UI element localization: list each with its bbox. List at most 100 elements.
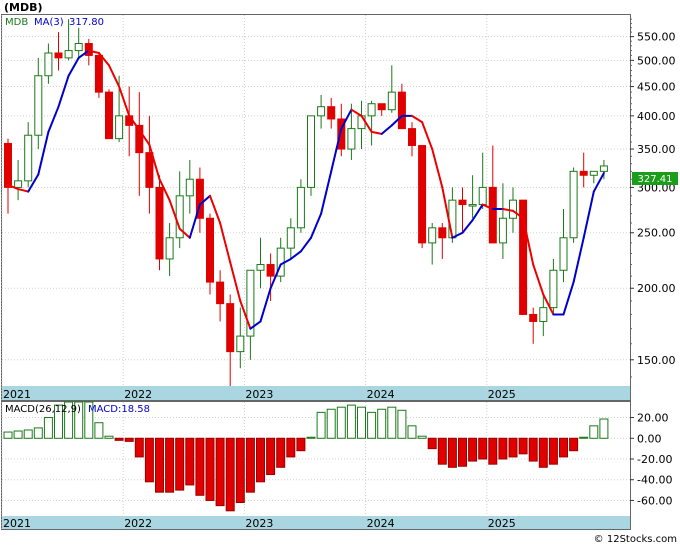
ma-segment bbox=[17, 188, 30, 193]
candle-body bbox=[428, 227, 437, 244]
ma-segment bbox=[360, 114, 373, 133]
ma-segment bbox=[330, 127, 343, 173]
macd-bar bbox=[134, 437, 144, 458]
ma-segment bbox=[501, 208, 514, 212]
candle-body bbox=[337, 118, 346, 150]
ma-segment bbox=[390, 114, 403, 127]
ma-segment bbox=[310, 212, 323, 239]
candle-body bbox=[589, 170, 598, 176]
macd-tick-label: -20.00 bbox=[637, 453, 672, 466]
ma-segment bbox=[118, 85, 131, 117]
macd-bar bbox=[447, 437, 457, 468]
ma-segment bbox=[57, 74, 70, 108]
macd-bar bbox=[346, 404, 356, 439]
macd-bar bbox=[104, 435, 114, 439]
candle-body bbox=[317, 106, 326, 117]
ma-segment bbox=[512, 209, 525, 220]
macd-bar bbox=[286, 437, 296, 458]
ma-segment bbox=[168, 199, 181, 230]
candle-body bbox=[286, 227, 295, 249]
macd-bar bbox=[417, 435, 427, 439]
candle-body bbox=[155, 186, 164, 260]
candle-body bbox=[458, 199, 467, 206]
ma-segment bbox=[178, 227, 191, 239]
ma-segment bbox=[421, 121, 434, 151]
candle-body bbox=[579, 170, 588, 176]
macd-bar bbox=[427, 437, 437, 450]
candle-body bbox=[94, 54, 103, 93]
ma-segment bbox=[451, 231, 464, 239]
ma-segment bbox=[411, 114, 424, 124]
date-tick-label: 2024 bbox=[367, 517, 395, 530]
ma-segment bbox=[522, 217, 535, 266]
candle-body bbox=[195, 178, 204, 219]
ma-segment bbox=[562, 281, 575, 316]
ma-segment bbox=[67, 56, 80, 77]
macd-bar bbox=[397, 409, 407, 439]
macd-bar bbox=[33, 427, 43, 439]
price-tick-label: 350.00 bbox=[637, 143, 676, 156]
ma-segment bbox=[370, 130, 383, 135]
date-tick-label: 2025 bbox=[488, 517, 516, 530]
macd-bar bbox=[377, 408, 387, 439]
macd-bar bbox=[548, 437, 558, 465]
macd-bar bbox=[215, 437, 225, 507]
macd-bar bbox=[559, 437, 568, 458]
date-tick-label: 2023 bbox=[245, 517, 273, 530]
macd-bar bbox=[316, 411, 326, 439]
macd-bar bbox=[155, 437, 164, 493]
ma-segment bbox=[7, 183, 20, 191]
macd-bar bbox=[538, 437, 548, 468]
date-tick-label: 2023 bbox=[245, 388, 273, 401]
candle-body bbox=[367, 103, 376, 117]
macd-histogram bbox=[3, 401, 609, 512]
ma-segment bbox=[138, 128, 151, 146]
ma-segment bbox=[481, 203, 494, 211]
candle-body bbox=[105, 91, 113, 140]
candle-body bbox=[246, 269, 255, 337]
grid-lines bbox=[1, 15, 630, 529]
ma-segment bbox=[188, 203, 201, 239]
macd-bar bbox=[175, 437, 185, 491]
candle-body bbox=[509, 199, 517, 219]
ma-segment bbox=[209, 194, 222, 224]
macd-tick-label: -40.00 bbox=[637, 474, 672, 487]
macd-bar bbox=[296, 437, 306, 452]
ma-segment bbox=[572, 236, 585, 284]
macd-bar bbox=[144, 437, 154, 483]
macd-bar bbox=[124, 437, 134, 442]
macd-bar bbox=[114, 437, 124, 441]
ma-segment bbox=[542, 293, 555, 316]
ma-segment bbox=[532, 263, 545, 296]
candle-body bbox=[135, 124, 144, 154]
legend-ma-value: 317.80 bbox=[69, 17, 104, 28]
ma-segment bbox=[320, 170, 333, 215]
macd-bar bbox=[64, 401, 74, 439]
ma-segment bbox=[461, 219, 474, 234]
ma-segment bbox=[350, 108, 363, 117]
price-tick-label: 450.00 bbox=[637, 81, 676, 94]
price-axis: 150.00200.00250.00300.00350.00400.00450.… bbox=[630, 18, 676, 378]
date-tick-label: 2021 bbox=[3, 517, 31, 530]
candle-body bbox=[519, 199, 528, 315]
candle-body bbox=[347, 128, 356, 150]
ma-segment bbox=[239, 300, 252, 330]
candle-body bbox=[226, 303, 235, 353]
price-tick-label: 150.00 bbox=[637, 354, 676, 367]
ma-segment bbox=[219, 221, 232, 264]
ma-segment bbox=[128, 114, 141, 131]
macd-bar bbox=[478, 437, 488, 460]
date-tick-label: 2024 bbox=[367, 388, 395, 401]
ma-segment bbox=[158, 178, 171, 202]
ma-segment bbox=[47, 105, 60, 133]
candle-body bbox=[256, 264, 265, 271]
watermark: © 12Stocks.com bbox=[594, 534, 677, 545]
ma-segment bbox=[582, 190, 595, 239]
ma-segment bbox=[380, 124, 393, 135]
price-tick-label: 500.00 bbox=[637, 54, 676, 67]
candle-body bbox=[387, 91, 396, 111]
candle-body bbox=[397, 91, 406, 130]
candle-body bbox=[418, 145, 427, 244]
candle-body bbox=[569, 170, 578, 239]
macd-bar bbox=[528, 437, 538, 462]
